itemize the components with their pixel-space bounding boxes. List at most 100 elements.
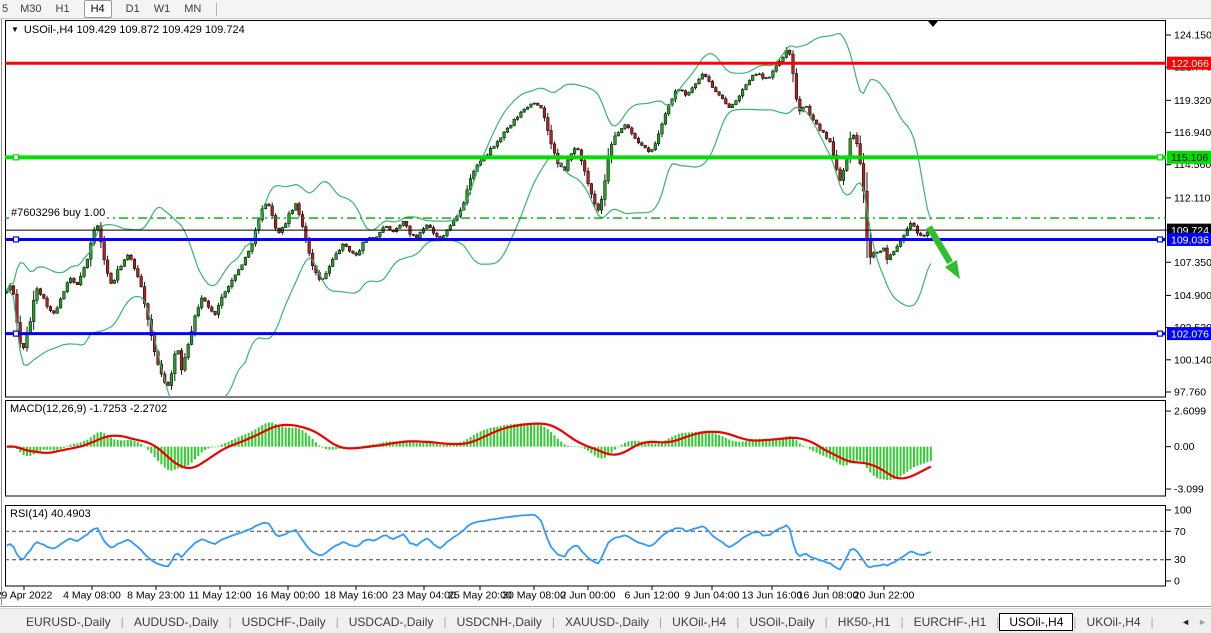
tab-separator: | [1073,614,1077,629]
time-axis-label: 20 Jun 22:00 [854,590,915,602]
price-tag-text: 109.036 [1171,234,1209,246]
time-axis-label: 30 May 08:00 [502,590,566,602]
timeframe-button-5[interactable]: 5 [2,3,9,15]
chart-scrollbar[interactable] [0,606,1211,607]
chart-tab-usdchf-daily[interactable]: USDCHF-,Daily [241,614,326,629]
price-scale[interactable]: 124.150121.770119.320116.940114.560112.1… [1166,30,1211,588]
chart-shift-marker-icon[interactable] [928,21,938,27]
timeframe-button-m30[interactable]: M30 [20,3,42,15]
line-handle[interactable] [1156,154,1164,161]
time-axis-label: 13 Jun 16:00 [742,590,803,602]
chart-tab-bar: EURUSD-,Daily | AUDUSD-,Daily | USDCHF-,Dail… [0,608,1211,633]
line-handle[interactable] [12,154,20,161]
tab-separator: | [900,614,904,629]
price-tag-115.106: 115.106 [1167,150,1211,164]
line-handle[interactable] [1156,330,1164,337]
price-tick-label: 97.760 [1174,387,1206,399]
macd-pane-border [5,400,1166,497]
chart-tab-audusd-daily[interactable]: AUDUSD-,Daily [133,614,219,629]
macd-signal-line [6,422,932,480]
tab-separator: | [996,614,1000,629]
macd-tick-label: 0.00 [1174,441,1195,453]
open-position-label[interactable]: #7603296 buy 1.00 [9,207,108,219]
time-axis-label: 16 May 00:00 [256,590,320,602]
price-tag-109.036: 109.036 [1167,232,1211,246]
time-axis-label: 8 May 23:00 [127,590,185,602]
chart-tab-usdcad-daily[interactable]: USDCAD-,Daily [348,614,434,629]
tab-separator: | [228,614,232,629]
time-axis-label: 11 May 12:00 [189,590,252,602]
timeframe-button-d1[interactable]: D1 [125,3,140,15]
timeframe-button-w1[interactable]: W1 [153,3,171,15]
price-tick-label: 124.150 [1174,30,1211,42]
chart-tab-hk50-h1[interactable]: HK50-,H1 [837,614,891,629]
price-tick-label: 116.940 [1174,127,1211,139]
time-axis-label: 4 May 08:00 [63,590,121,602]
tab-separator: | [335,614,339,629]
tab-scroll-arrows: ◄ ► [1181,609,1207,633]
rsi-tick-label: 30 [1174,554,1186,566]
main-pane-border [5,20,1166,398]
macd-tick-label: 2.6099 [1174,406,1206,418]
tab-scroll-right-icon[interactable]: ► [1198,616,1207,627]
tab-separator: | [120,614,124,629]
window-left-edge [1,18,2,605]
tab-separator: | [824,614,828,629]
rsi-tick-label: 0 [1174,576,1180,588]
price-tag-122.066: 122.066 [1167,56,1211,70]
timeframe-button-mn[interactable]: MN [184,3,202,15]
macd-tick-label: -3.099 [1174,484,1204,496]
rsi-pane-border [5,505,1166,587]
price-tag-102.076: 102.076 [1167,327,1211,340]
tab-separator: | [1150,614,1154,629]
time-axis-label: 18 May 16:00 [324,590,388,602]
dropdown-triangle-icon[interactable]: ▼ [11,25,19,34]
timeframe-button-h1[interactable]: H1 [55,3,70,15]
tab-separator: | [736,614,740,629]
time-axis-label: 2 Jun 00:00 [561,590,616,602]
tab-separator: | [443,614,447,629]
line-handle[interactable] [12,330,20,337]
rsi-tick-label: 100 [1174,505,1192,517]
time-axis-label: 16 Jun 08:00 [798,590,859,602]
bollinger-lower-line [6,106,932,396]
chart-tab-usoil-daily[interactable]: USOil-,Daily [749,614,815,629]
chart-tab-usdcnh-daily[interactable]: USDCNH-,Daily [456,614,542,629]
bollinger-bands [6,33,932,396]
price-tag-text: 102.076 [1171,328,1209,340]
chart-tab-xauusd-daily[interactable]: XAUUSD-,Daily [565,614,650,629]
timeframe-toolbar: 5 M30 H1 H4 D1 W1 MN [0,0,1211,19]
time-axis-label: 9 Jun 04:00 [685,590,740,602]
chart-title: ▼ USOil-,H4 109.429 109.872 109.429 109.7… [9,24,247,36]
tab-scroll-left-icon[interactable]: ◄ [1181,616,1191,627]
chart-tab-ukoil-h4[interactable]: UKOil-,H4 [1086,614,1141,629]
chart-title-text: USOil-,H4 109.429 109.872 109.429 109.72… [23,24,245,36]
price-tick-label: 104.900 [1174,290,1211,302]
down-arrow-annotation[interactable] [926,225,960,279]
macd-indicator-label: MACD(12,26,9) -1.7253 -2.2702 [8,403,170,415]
price-tick-label: 119.320 [1174,95,1211,107]
line-handle[interactable] [1156,236,1164,243]
chart-tab-eurchf-h1[interactable]: EURCHF-,H1 [913,614,987,629]
price-tick-label: 112.110 [1174,192,1211,204]
timeframe-button-h4[interactable]: H4 [83,0,112,18]
rsi-tick-label: 70 [1174,526,1186,538]
time-axis-label: 25 May 20:00 [448,590,512,602]
chart-tabs: EURUSD-,Daily | AUDUSD-,Daily | USDCHF-,Dail… [0,612,1154,631]
time-axis-label: 29 Apr 2022 [0,590,52,602]
bollinger-upper-line [6,33,932,291]
chart-tab-usoil-h4[interactable]: USOil-,H4 [999,612,1074,631]
toolbar-separator [216,2,218,16]
price-tag-text: 115.106 [1171,152,1208,164]
macd-histogram [5,422,932,481]
time-axis-label: 23 May 04:00 [392,590,456,602]
price-tag-text: 122.066 [1171,58,1209,70]
line-handle[interactable] [12,236,20,243]
chart-tab-eurusd-daily[interactable]: EURUSD-,Daily [26,614,111,629]
time-axis[interactable]: 29 Apr 2022 4 May 08:00 8 May 23:00 11 May … [0,586,915,602]
time-axis-label: 6 Jun 12:00 [625,590,680,602]
price-tick-label: 107.350 [1174,257,1211,269]
rsi-line [6,513,932,571]
chart-tab-ukoil-h4[interactable]: UKOil-,H4 [672,614,727,629]
